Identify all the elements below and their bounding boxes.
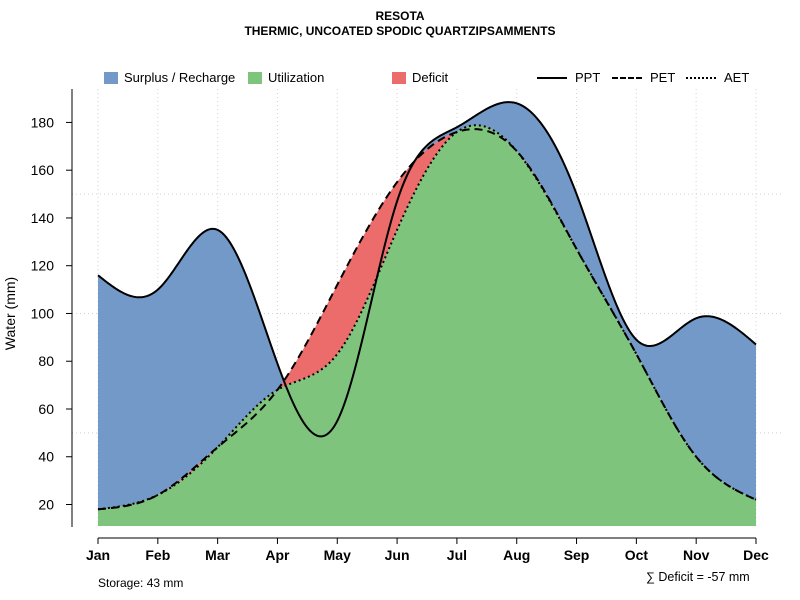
legend-item-surplus: Surplus / Recharge <box>104 70 235 85</box>
legend-label-ppt: PPT <box>575 70 601 85</box>
legend-label-utilization: Utilization <box>268 70 325 85</box>
x-tick-label: Dec <box>743 547 769 563</box>
x-tick-label: Oct <box>625 547 649 563</box>
x-tick-label: Aug <box>503 547 530 563</box>
y-tick-label: 140 <box>31 210 55 226</box>
x-tick-label: Nov <box>683 547 710 563</box>
y-tick-label: 120 <box>31 258 55 274</box>
chart-title: RESOTA <box>375 9 425 23</box>
legend-item-utilization: Utilization <box>248 70 324 85</box>
deficit-total-text: ∑ Deficit = -57 mm <box>646 570 750 584</box>
legend-item-pet: PET <box>612 70 675 85</box>
region-utilization <box>98 125 756 526</box>
y-tick-label: 20 <box>38 497 54 513</box>
legend-label-pet: PET <box>650 70 676 85</box>
x-tick-label: Jul <box>447 547 467 563</box>
x-tick-label: Apr <box>265 547 290 563</box>
axes: 20 40 60 80 100 120 140 160 180 Jan Feb Mar Apr May Ju… <box>2 89 769 563</box>
legend-swatch-utilization <box>248 71 262 84</box>
y-tick-label: 40 <box>38 449 54 465</box>
legend-label-aet: AET <box>724 70 750 85</box>
x-tick-label: Sep <box>564 547 590 563</box>
legend-line-aet <box>686 76 716 79</box>
regions <box>98 102 756 526</box>
series-line-ppt <box>97 101 757 438</box>
chart-subtitle: THERMIC, UNCOATED SPODIC QUARTZIPSAMMENT… <box>244 24 556 38</box>
legend-label-surplus: Surplus / Recharge <box>124 70 236 85</box>
legend-swatch-surplus <box>104 71 118 84</box>
x-tick-label: Mar <box>205 547 230 563</box>
legend-line-pet <box>612 76 642 79</box>
y-tick-label: 80 <box>38 353 54 369</box>
y-axis-label: Water (mm) <box>2 277 18 350</box>
series-line-pet <box>97 128 757 511</box>
legend-line-ppt <box>537 76 567 79</box>
y-tick-label: 100 <box>31 305 55 321</box>
legend-item-deficit: Deficit <box>392 70 448 85</box>
series-lines <box>97 101 757 511</box>
x-tick-label: Feb <box>145 547 170 563</box>
x-tick-label: May <box>324 547 351 563</box>
x-tick-label: Jun <box>385 547 410 563</box>
legend-item-aet: AET <box>686 70 749 85</box>
y-tick-label: 160 <box>31 162 55 178</box>
legend-swatch-deficit <box>392 71 406 84</box>
legend-label-deficit: Deficit <box>412 70 449 85</box>
storage-text: Storage: 43 mm <box>98 576 184 590</box>
legend-item-ppt: PPT <box>537 70 600 85</box>
y-tick-label: 180 <box>31 114 55 130</box>
x-tick-label: Jan <box>86 547 110 563</box>
y-tick-label: 60 <box>38 401 54 417</box>
